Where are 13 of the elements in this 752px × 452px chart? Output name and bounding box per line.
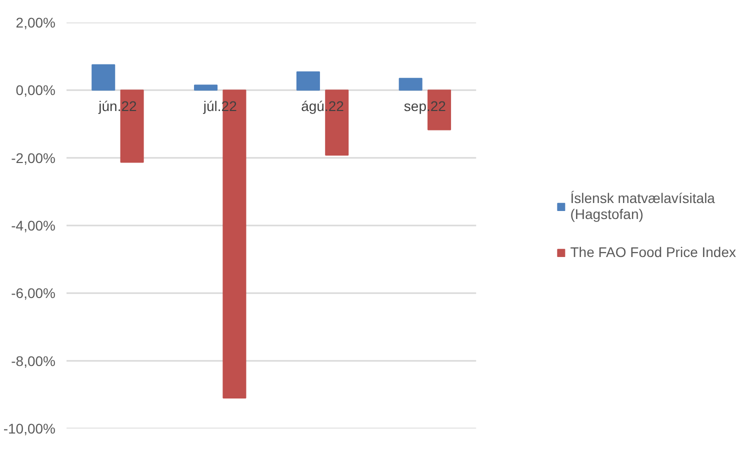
y-tick-label: 2,00% (16, 14, 56, 30)
y-tick-label: -6,00% (11, 285, 56, 302)
bar (194, 84, 218, 91)
y-tick-label: -2,00% (11, 150, 56, 166)
y-tick-label: -8,00% (11, 352, 56, 369)
bar (296, 71, 320, 91)
legend-label: The FAO Food Price Index (570, 244, 736, 260)
y-tick-label: -10,00% (3, 420, 56, 436)
y-tick-label: 0,00% (16, 82, 56, 98)
y-tick-label: -4,00% (11, 218, 56, 234)
bar (92, 64, 116, 91)
bar (398, 78, 422, 91)
legend-label: Íslensk matvælavísitala (Hagstofan) (570, 190, 715, 222)
